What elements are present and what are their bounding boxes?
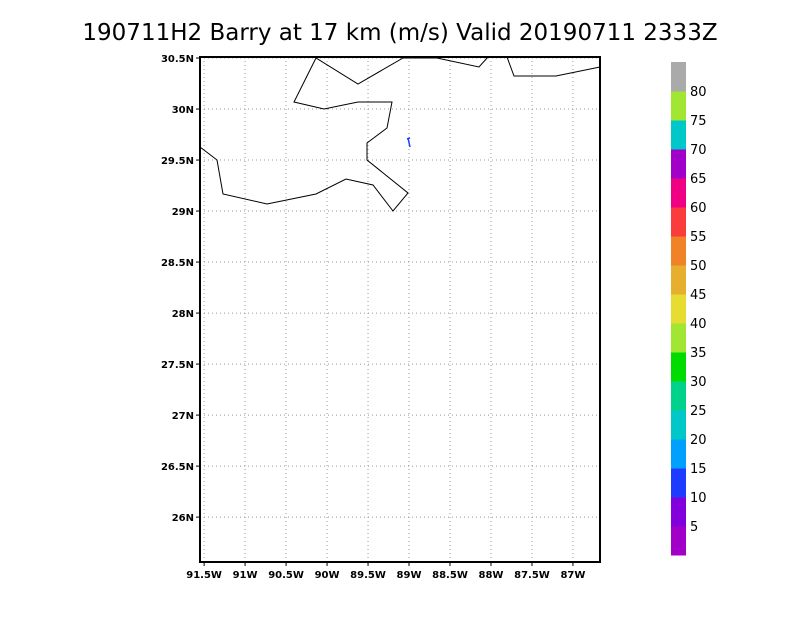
y-tick-label: 26N — [172, 513, 194, 524]
colorbar-box — [671, 265, 686, 295]
y-tick-label: 29N — [172, 207, 194, 218]
colorbar-label: 80 — [690, 85, 707, 100]
y-tick-label: 28.5N — [161, 258, 194, 269]
colorbar-box — [671, 120, 686, 150]
colorbar-label: 15 — [690, 462, 707, 477]
x-tick-label: 87.5W — [514, 570, 550, 581]
x-tick-label: 88W — [479, 570, 504, 581]
colorbar-box — [671, 178, 686, 208]
wind-barb — [406, 137, 411, 148]
colorbar-label: 35 — [690, 346, 707, 361]
x-tick-label: 91W — [233, 570, 258, 581]
colorbar-box — [671, 294, 686, 324]
y-tick-label: 30.5N — [161, 54, 194, 65]
coastline — [199, 56, 489, 212]
x-tick-label: 90W — [315, 570, 340, 581]
colorbar-box — [671, 526, 686, 556]
x-tick-label: 88.5W — [432, 570, 468, 581]
colorbar-box — [671, 381, 686, 411]
y-tick-label: 29.5N — [161, 156, 194, 167]
y-tick-label: 27N — [172, 411, 194, 422]
y-tick-label: 30N — [172, 105, 194, 116]
colorbar-box — [671, 323, 686, 353]
map-title: 190711H2 Barry at 17 km (m/s) Valid 2019… — [82, 20, 717, 46]
colorbar-label: 70 — [690, 143, 707, 158]
colorbar-label: 25 — [690, 404, 707, 419]
colorbar-box — [671, 439, 686, 469]
colorbar-label: 30 — [690, 375, 707, 390]
y-tick-label: 27.5N — [161, 360, 194, 371]
x-tick-label: 91.5W — [186, 570, 222, 581]
colorbar-box — [671, 236, 686, 266]
colorbar-box — [671, 468, 686, 498]
y-tick-label: 26.5N — [161, 462, 194, 473]
colorbar-box — [671, 149, 686, 179]
plot-frame — [199, 56, 601, 563]
y-tick-label: 28N — [172, 309, 194, 320]
colorbar-label: 50 — [690, 259, 707, 274]
x-tick-label: 89.5W — [350, 570, 386, 581]
colorbar-box — [671, 497, 686, 527]
x-tick-label: 89W — [397, 570, 422, 581]
x-tick-label: 90.5W — [268, 570, 304, 581]
colorbar-box — [671, 207, 686, 237]
colorbar-box — [671, 410, 686, 440]
colorbar-box — [671, 62, 686, 92]
grid — [200, 57, 600, 562]
colorbar-label: 75 — [690, 114, 707, 129]
colorbar-label: 60 — [690, 201, 707, 216]
x-tick-label: 87W — [560, 570, 585, 581]
colorbar-box — [671, 352, 686, 382]
colorbar-label: 10 — [690, 491, 707, 506]
colorbar-label: 65 — [690, 172, 707, 187]
colorbar-label: 40 — [690, 317, 707, 332]
colorbar-label: 55 — [690, 230, 707, 245]
colorbar-label: 45 — [690, 288, 707, 303]
coastline — [506, 56, 601, 77]
colorbar-box — [671, 91, 686, 121]
colorbar-label: 5 — [690, 520, 698, 535]
colorbar-label: 20 — [690, 433, 707, 448]
colorbar: 5 10 15 20 25 30 35 40 45 50 55 60 65 70 75 80 — [671, 62, 707, 556]
